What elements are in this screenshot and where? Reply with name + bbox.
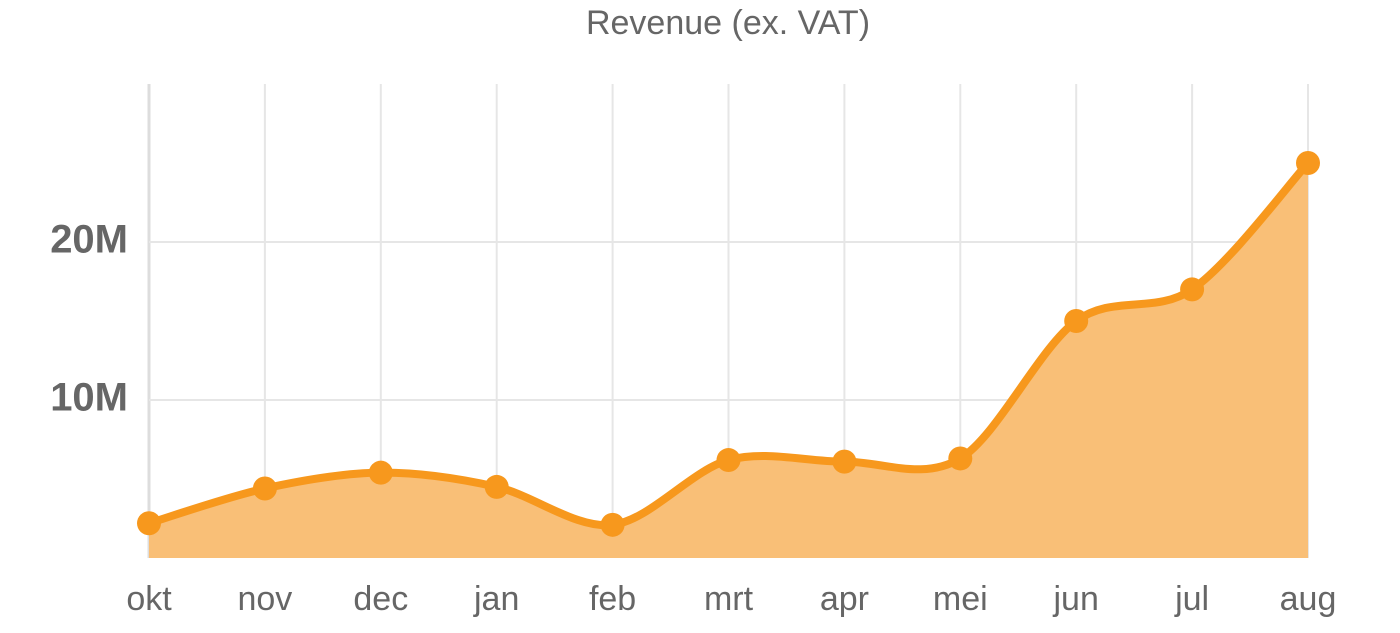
line xyxy=(147,160,1311,530)
point xyxy=(484,474,509,499)
x-tick-label: mei xyxy=(933,580,988,618)
point xyxy=(1296,151,1320,175)
x-tick-label: nov xyxy=(237,580,292,618)
y-tick-label: 10M xyxy=(50,376,128,420)
point xyxy=(832,449,857,474)
x-tick-label: dec xyxy=(353,580,408,618)
point xyxy=(1180,277,1205,302)
point xyxy=(137,511,161,536)
point xyxy=(600,512,625,537)
x-tick-label: jul xyxy=(1174,580,1209,618)
y-tick-label: 20M xyxy=(50,218,128,262)
x-tick-label: apr xyxy=(820,580,869,618)
x-tick-label: jun xyxy=(1053,580,1099,618)
x-tick-label: feb xyxy=(589,580,636,618)
point xyxy=(252,476,277,501)
x-tick-label: jan xyxy=(473,580,519,618)
area xyxy=(149,163,1308,558)
point xyxy=(716,448,741,473)
point xyxy=(1064,309,1089,333)
x-tick-label: aug xyxy=(1280,580,1337,618)
point xyxy=(948,446,973,471)
chart-title: Revenue (ex. VAT) xyxy=(586,4,870,42)
point xyxy=(368,460,393,485)
x-tick-label: okt xyxy=(126,580,172,618)
x-tick-label: mrt xyxy=(704,580,754,618)
